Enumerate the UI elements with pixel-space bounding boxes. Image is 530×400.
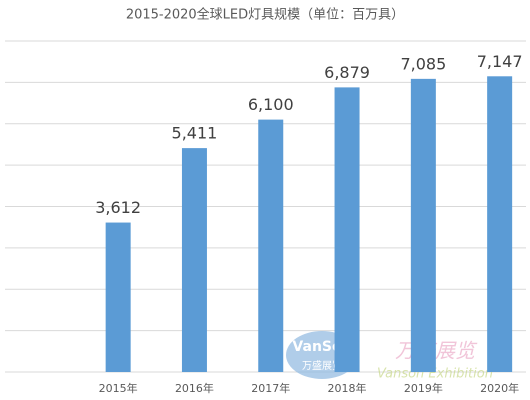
bar — [105, 222, 131, 372]
value-label: 7,147 — [477, 52, 523, 71]
watermark-text: Vanson Exhibition — [377, 367, 493, 382]
x-tick-label: 2018年 — [328, 381, 367, 395]
value-label: 3,612 — [95, 198, 141, 217]
value-label: 6,100 — [248, 95, 294, 114]
value-label: 6,879 — [324, 63, 370, 82]
x-tick-label: 2016年 — [175, 381, 214, 395]
x-tick-label: 2020年 — [480, 381, 519, 395]
watermark-text: 万盛展览 — [302, 359, 342, 372]
bar — [181, 148, 207, 372]
x-tick-label: 2015年 — [99, 381, 138, 395]
bar — [258, 119, 284, 372]
watermark-text: 万盛展览 — [395, 339, 478, 363]
bar — [487, 76, 513, 372]
chart-title: 2015-2020全球LED灯具规模（单位：百万具） — [126, 7, 404, 23]
x-tick-label: 2019年 — [404, 381, 443, 395]
value-label: 7,085 — [400, 54, 446, 73]
value-label: 5,411 — [172, 124, 218, 143]
bar — [410, 78, 436, 372]
bar — [334, 87, 360, 372]
x-tick-label: 2017年 — [251, 381, 290, 395]
